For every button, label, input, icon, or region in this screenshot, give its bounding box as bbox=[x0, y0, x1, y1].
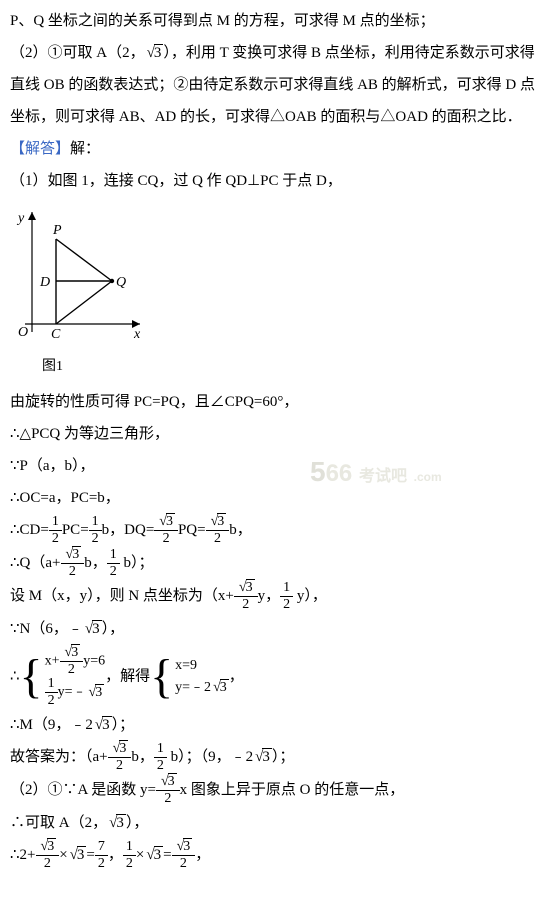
text: ∵P（a，b）， bbox=[10, 458, 95, 474]
text: ∴△PCQ 为等边三角形， bbox=[10, 426, 169, 442]
solve-heading: 【解答】解： bbox=[10, 134, 544, 164]
paragraph-line: ∵P（a，b）， bbox=[10, 451, 544, 481]
svg-text:P: P bbox=[52, 223, 62, 238]
fraction: 12 bbox=[123, 840, 136, 871]
paragraph-line: ∴CD=12PC=12b，DQ=32PQ=32b， bbox=[10, 515, 544, 546]
paragraph-line: ∴2+32×3=72，12×3=32， bbox=[10, 840, 544, 871]
text: ∴可取 A（2， bbox=[10, 815, 107, 831]
fraction: 12 bbox=[89, 515, 102, 546]
fraction: 12 bbox=[280, 581, 293, 612]
text: b， bbox=[131, 749, 154, 765]
text: （2）①∵A 是函数 y= bbox=[10, 782, 156, 798]
sqrt-icon: 3 bbox=[107, 808, 126, 838]
svg-text:C: C bbox=[51, 327, 61, 342]
fraction: 12 bbox=[49, 515, 62, 546]
sqrt-icon: 3 bbox=[68, 840, 87, 870]
paragraph-line: ∴可取 A（2，3）， bbox=[10, 808, 544, 838]
paragraph-line: 故答案为：（a+32b，12 b）；（9，﹣23）； bbox=[10, 742, 544, 773]
paragraph-line: ∴M（9，﹣23）； bbox=[10, 710, 544, 740]
svg-text:Q: Q bbox=[116, 275, 126, 290]
text: x 图象上异于原点 O 的任意一点， bbox=[180, 782, 405, 798]
text: ∴M（9，﹣2 bbox=[10, 717, 93, 733]
paragraph-line: 由旋转的性质可得 PC=PQ，且∠CPQ=60°， bbox=[10, 387, 544, 417]
paragraph-line: （1）如图 1，连接 CQ，过 Q 作 QD⊥PC 于点 D， bbox=[10, 166, 544, 196]
text: P、Q 坐标之间的关系可得到点 M 的方程，可求得 M 点的坐标； bbox=[10, 13, 435, 29]
paragraph-line: （2）①可取 A（2，3），利用 T 变换可求得 B 点坐标，利用待定系数示可求… bbox=[10, 38, 544, 68]
paragraph-line: ∴OC=a，PC=b， bbox=[10, 483, 544, 513]
fraction: 32 bbox=[156, 775, 180, 806]
text: ∴2+ bbox=[10, 847, 36, 863]
text: 设 M（x，y），则 N 点坐标为（x+ bbox=[10, 588, 234, 604]
svg-text:x: x bbox=[133, 327, 141, 342]
text: PC= bbox=[62, 522, 89, 538]
text: ）， bbox=[126, 815, 149, 831]
text: （1）如图 1，连接 CQ，过 Q 作 QD⊥PC 于点 D， bbox=[10, 173, 342, 189]
fraction: 32 bbox=[206, 515, 230, 546]
paragraph-line: （2）①∵A 是函数 y=32x 图象上异于原点 O 的任意一点， bbox=[10, 775, 544, 806]
text: PQ= bbox=[178, 522, 206, 538]
paragraph-line: 坐标，则可求得 AB、AD 的长，可求得△OAB 的面积与△OAD 的面积之比． bbox=[10, 102, 544, 132]
text: ， bbox=[229, 669, 244, 685]
text: b， bbox=[229, 522, 252, 538]
text: ， bbox=[195, 847, 210, 863]
svg-text:y: y bbox=[16, 211, 25, 226]
paragraph-line: 直线 OB 的函数表达式；②由待定系数示可求得直线 AB 的解析式，可求得 D … bbox=[10, 70, 544, 100]
text: 由旋转的性质可得 PC=PQ，且∠CPQ=60°， bbox=[10, 394, 298, 410]
text: = bbox=[86, 847, 94, 863]
text: （2）①可取 A（2， bbox=[10, 45, 145, 61]
text: ）， bbox=[102, 621, 125, 637]
text: 直线 OB 的函数表达式；②由待定系数示可求得直线 AB 的解析式，可求得 D … bbox=[10, 77, 535, 93]
sqrt-icon: 3 bbox=[253, 742, 272, 772]
text: ∴CD= bbox=[10, 522, 49, 538]
fraction: 72 bbox=[95, 840, 108, 871]
fraction: 32 bbox=[108, 742, 132, 773]
text: 故答案为：（a+ bbox=[10, 749, 108, 765]
text: ，解得 bbox=[105, 669, 150, 685]
text: = bbox=[163, 847, 171, 863]
svg-text:D: D bbox=[39, 275, 50, 290]
text: ）； bbox=[272, 749, 295, 765]
fraction: 12 bbox=[107, 548, 120, 579]
text: ）； bbox=[112, 717, 135, 733]
fraction: 12 bbox=[154, 742, 167, 773]
equation-system: ∴{ x+32y=6 12y=﹣3 ，解得{ x=9 y=﹣23 ， bbox=[10, 646, 544, 708]
paragraph-line: ∴Q（a+32b，12 b）； bbox=[10, 548, 544, 579]
fraction: 32 bbox=[172, 840, 196, 871]
text: b， bbox=[84, 555, 107, 571]
paragraph-line: ∴△PCQ 为等边三角形， bbox=[10, 419, 544, 449]
label-solve: 【解答】 bbox=[10, 141, 70, 157]
text: × bbox=[59, 847, 67, 863]
paragraph-line: 设 M（x，y），则 N 点坐标为（x+32y，12 y）， bbox=[10, 581, 544, 612]
paragraph-line: ∵N（6，﹣3）， bbox=[10, 614, 544, 644]
fraction: 32 bbox=[234, 581, 258, 612]
text: b）；（9，﹣2 bbox=[167, 749, 253, 765]
text: ， bbox=[108, 847, 123, 863]
fraction: 32 bbox=[36, 840, 60, 871]
sqrt-icon: 3 bbox=[145, 38, 164, 68]
text: × bbox=[136, 847, 144, 863]
sqrt-icon: 3 bbox=[144, 840, 163, 870]
text: y， bbox=[258, 588, 281, 604]
sqrt-icon: 3 bbox=[83, 614, 102, 644]
text: b）； bbox=[120, 555, 154, 571]
text: ∵N（6，﹣ bbox=[10, 621, 83, 637]
figure-caption: 图1 bbox=[42, 353, 544, 381]
text: b，DQ= bbox=[102, 522, 155, 538]
svg-text:O: O bbox=[18, 325, 28, 340]
figure-1: O x y P C D Q 图1 bbox=[10, 204, 544, 381]
text: ），利用 T 变换可求得 B 点坐标，利用待定系数示可求得 bbox=[163, 45, 534, 61]
fraction: 32 bbox=[154, 515, 178, 546]
text: y）， bbox=[293, 588, 327, 604]
text: ∴OC=a，PC=b， bbox=[10, 490, 120, 506]
paragraph-line: P、Q 坐标之间的关系可得到点 M 的方程，可求得 M 点的坐标； bbox=[10, 6, 544, 36]
text: 坐标，则可求得 AB、AD 的长，可求得△OAB 的面积与△OAD 的面积之比． bbox=[10, 109, 522, 125]
fraction: 32 bbox=[61, 548, 85, 579]
geometry-diagram: O x y P C D Q bbox=[10, 204, 145, 344]
text: ∴Q（a+ bbox=[10, 555, 61, 571]
text: 解： bbox=[70, 141, 100, 157]
sqrt-icon: 3 bbox=[93, 710, 112, 740]
